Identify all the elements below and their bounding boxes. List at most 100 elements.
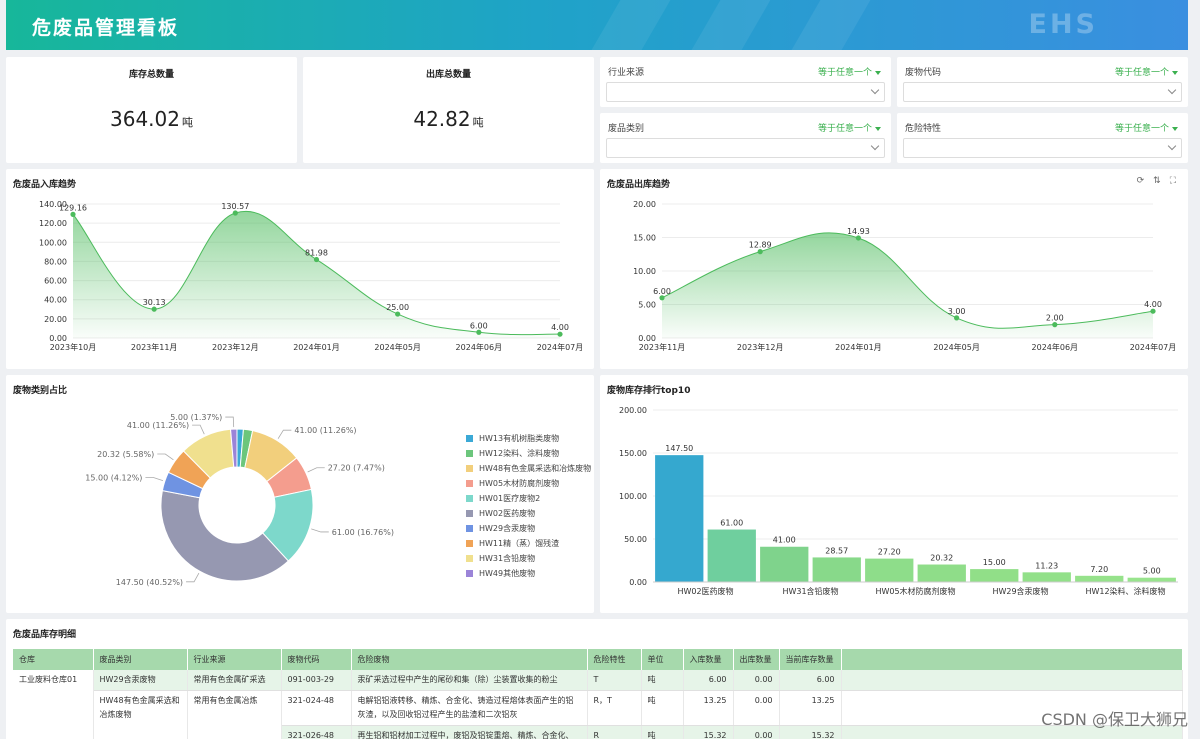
- x-tick-label: HW29含汞废物: [992, 586, 1048, 596]
- column-header[interactable]: 危险特性: [587, 649, 642, 670]
- fullscreen-icon[interactable]: ⛶: [1169, 176, 1176, 186]
- table-row[interactable]: 321-026-48 再生铝和铝材加工过程中，废铝及铝锭重熔、精炼、合金化、 R…: [13, 725, 1183, 739]
- filter-select[interactable]: [606, 138, 885, 158]
- data-label: 14.93: [847, 227, 870, 236]
- kpi-card-inventory: 库存总数量 364.02 吨: [6, 57, 297, 163]
- column-header[interactable]: 单位: [641, 649, 684, 670]
- legend-item[interactable]: HW12染料、涂料废物: [466, 446, 591, 461]
- data-label: 6.00: [470, 321, 488, 330]
- legend-item[interactable]: HW02医药废物: [466, 506, 591, 521]
- caret-down-icon: [1172, 126, 1178, 131]
- data-label: 2.00: [1046, 314, 1064, 323]
- chevron-down-icon: [1167, 85, 1177, 95]
- legend-item[interactable]: HW01医疗废物2: [466, 491, 591, 506]
- x-tick-label: HW12染料、涂料废物: [1085, 586, 1165, 596]
- y-tick-label: 120.00: [39, 219, 67, 228]
- cell-unit: 吨: [641, 670, 684, 691]
- legend-item[interactable]: HW11精（蒸）馏残渣: [466, 536, 591, 551]
- y-tick-label: 140.00: [39, 200, 67, 209]
- bar-value-label: 7.20: [1090, 565, 1108, 574]
- chart-toolbar: ⟳ ⇅ ⛶: [1137, 176, 1176, 186]
- table-row[interactable]: HW48有色金属采选和冶炼废物 常用有色金属冶炼 321-024-48 电解铝铝…: [13, 690, 1183, 739]
- legend-item[interactable]: HW13有机树脂类废物: [466, 431, 591, 446]
- legend-label: HW01医疗废物2: [479, 494, 541, 503]
- legend-swatch: [466, 510, 473, 517]
- column-header[interactable]: 当前库存数量: [779, 649, 842, 670]
- filter-select[interactable]: [903, 82, 1182, 102]
- filter-select[interactable]: [903, 138, 1182, 158]
- inbound-trend-panel: 危废品入库趋势 0.00 20.00 40.00 60.00 80.00 100.00 12…: [6, 169, 594, 369]
- filter-waste-category: 废品类别 等于任意一个: [600, 113, 891, 163]
- legend-swatch: [466, 465, 473, 472]
- panel-title: 危废品出库趋势: [607, 180, 671, 190]
- y-tick-label: 15.00: [633, 234, 656, 243]
- filter-operator-dropdown[interactable]: 等于任意一个: [818, 65, 881, 78]
- filter-industry-source: 行业来源 等于任意一个: [600, 57, 891, 107]
- pie-label-line: [307, 467, 325, 473]
- column-header[interactable]: 出库数量: [733, 649, 780, 670]
- column-header[interactable]: 废物代码: [281, 649, 352, 670]
- column-header[interactable]: 废品类别: [93, 649, 188, 670]
- filter-operator-label: 等于任意一个: [817, 124, 872, 134]
- data-point: [557, 331, 563, 337]
- bar-value-label: 147.50: [665, 444, 693, 453]
- table-header-row: 仓库 废品类别 行业来源 废物代码 危险废物 危险特性 单位 入库数量 出库数量…: [13, 649, 1183, 670]
- filter-operator-label: 等于任意一个: [1114, 68, 1169, 78]
- column-header[interactable]: 入库数量: [683, 649, 734, 670]
- bar: [1022, 572, 1071, 582]
- chevron-down-icon: [870, 85, 880, 95]
- kpi-unit: 吨: [472, 116, 484, 129]
- bar-value-label: 11.23: [1035, 561, 1058, 570]
- legend-label: HW49其他废物: [479, 569, 536, 578]
- outbound-trend-panel: 危废品出库趋势 ⟳ ⇅ ⛶ 0.00 5.00 10.00 15.00 20.00 6.0…: [600, 169, 1188, 369]
- cell-code: 321-026-48: [281, 725, 352, 739]
- legend-item[interactable]: HW48有色金属采选和冶炼废物: [466, 461, 591, 476]
- y-tick-label: 40.00: [44, 296, 67, 305]
- pie-label-line: [225, 416, 235, 428]
- bar-value-label: 41.00: [773, 536, 796, 545]
- filter-label: 废物代码: [905, 68, 942, 78]
- x-tick-label: 2023年10月: [50, 342, 97, 352]
- bar: [1075, 575, 1124, 582]
- y-tick-label: 150.00: [619, 449, 647, 458]
- legend-item[interactable]: HW05木材防腐剂废物: [466, 476, 591, 491]
- table-row[interactable]: 工业废料仓库01 HW29含汞废物 常用有色金属矿采选 091-003-29 汞…: [13, 670, 1183, 739]
- refresh-icon[interactable]: ⟳: [1136, 176, 1145, 186]
- y-tick-label: 0.00: [629, 578, 647, 587]
- column-header[interactable]: 危险废物: [351, 649, 588, 670]
- filter-operator-dropdown[interactable]: 等于任意一个: [1115, 65, 1178, 78]
- cell-spacer: [841, 670, 1183, 691]
- data-point: [476, 329, 482, 335]
- cell-in-qty: 6.00: [683, 670, 734, 691]
- data-point: [1150, 308, 1156, 314]
- inbound-trend-chart: 0.00 20.00 40.00 60.00 80.00 100.00 120.00 140.…: [39, 200, 583, 352]
- cell-code: 091-003-29: [281, 670, 352, 691]
- cell-in-qty: 13.25: [683, 690, 734, 726]
- pie-label: 61.00 (16.76%): [332, 528, 394, 537]
- pie-label-line: [186, 572, 200, 583]
- legend-label: HW31含铅废物: [479, 554, 536, 563]
- y-tick-label: 0.00: [638, 334, 656, 343]
- data-point: [313, 256, 320, 263]
- legend-swatch: [466, 555, 473, 562]
- filter-label: 行业来源: [608, 68, 645, 78]
- page-header: 危废品管理看板 EHS: [6, 0, 1188, 50]
- bar: [917, 564, 966, 582]
- filter-operator-dropdown[interactable]: 等于任意一个: [818, 121, 881, 134]
- legend-item[interactable]: HW49其他废物: [466, 566, 591, 581]
- sort-icon[interactable]: ⇅: [1153, 176, 1161, 186]
- inventory-top10-panel: 废物库存排行top10 0.00 50.00 100.00 150.00 200.00 1…: [600, 375, 1188, 613]
- pie-label: 41.00 (11.26%): [294, 426, 356, 435]
- filter-operator-dropdown[interactable]: 等于任意一个: [1115, 121, 1178, 134]
- x-tick-label: 2024年06月: [456, 342, 503, 352]
- bar: [707, 529, 756, 582]
- column-header[interactable]: 仓库: [13, 649, 94, 670]
- legend-label: HW12染料、涂料废物: [479, 449, 560, 458]
- legend-item[interactable]: HW29含汞废物: [466, 521, 591, 536]
- bar: [655, 455, 704, 582]
- filter-select[interactable]: [606, 82, 885, 102]
- pie-label-line: [145, 477, 164, 481]
- filter-operator-label: 等于任意一个: [1114, 124, 1169, 134]
- column-header[interactable]: 行业来源: [187, 649, 282, 670]
- legend-item[interactable]: HW31含铅废物: [466, 551, 591, 566]
